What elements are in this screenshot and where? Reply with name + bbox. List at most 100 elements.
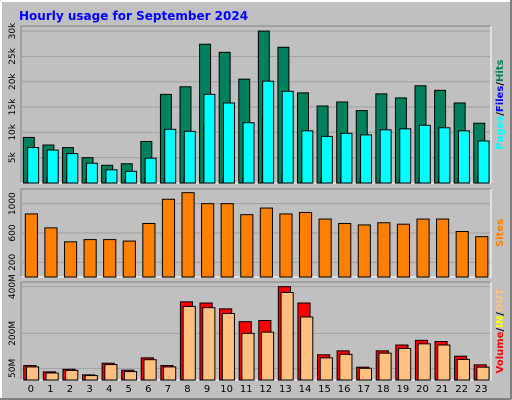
bar-sites: [24, 213, 38, 278]
bar-out: [143, 359, 157, 381]
bar-out: [319, 357, 333, 381]
x-tick-label: 20: [416, 384, 429, 395]
bar-pages: [301, 130, 314, 184]
bar-pages: [457, 130, 470, 184]
bar-sites: [181, 192, 195, 278]
x-tick-label: 13: [279, 384, 292, 395]
bar-pages: [66, 153, 79, 184]
bar-out: [202, 307, 216, 381]
bar-pages: [418, 124, 431, 184]
bar-out: [280, 292, 294, 381]
y-tick-label: 30k: [8, 22, 18, 39]
legend-separator: /: [495, 312, 506, 316]
bar-sites: [338, 222, 352, 278]
bar-sites: [416, 218, 430, 278]
x-tick-label: 3: [86, 384, 92, 395]
x-tick-label: 10: [220, 384, 233, 395]
bar-pages: [27, 147, 40, 184]
bar-pages: [222, 102, 235, 184]
bar-out: [182, 306, 196, 381]
bar-pages: [262, 80, 275, 184]
bar-pages: [85, 162, 98, 184]
y-tick-label: 1000: [8, 192, 18, 215]
bar-out: [65, 369, 79, 381]
bar-out: [45, 372, 59, 381]
bar-pages: [105, 169, 118, 184]
bar-out: [437, 344, 451, 381]
bar-sites: [63, 241, 78, 278]
bar-out: [358, 367, 373, 381]
x-tick-label: 8: [184, 384, 190, 395]
bar-sites: [201, 203, 215, 278]
bar-sites: [44, 227, 58, 278]
legend-separator: /: [495, 328, 506, 332]
bar-sites: [455, 231, 469, 278]
bar-out: [456, 358, 470, 381]
legend-volume-in-out: Volume/IN/OUT: [495, 288, 506, 373]
bar-pages: [144, 157, 157, 184]
legend-item-in: IN: [495, 316, 506, 328]
bar-sites: [436, 218, 450, 278]
legend-hits-files-pages: Pages/Files/Hits: [495, 59, 506, 149]
x-tick-label: 9: [204, 384, 210, 395]
y-tick-label: 10k: [8, 123, 18, 140]
y-tick-label: 200M: [8, 321, 18, 346]
x-tick-label: 6: [145, 384, 151, 395]
bar-pages: [360, 134, 373, 184]
bar-sites: [83, 239, 97, 278]
bar-sites: [318, 218, 332, 278]
x-tick-label: 17: [357, 384, 370, 395]
x-tick-label: 2: [67, 384, 73, 395]
x-tick-label: 21: [436, 384, 449, 395]
bar-sites: [161, 198, 176, 278]
x-tick-label: 23: [475, 384, 488, 395]
bar-out: [300, 316, 314, 381]
x-tick-label: 5: [126, 384, 132, 395]
bar-pages: [379, 129, 392, 184]
x-tick-label: 11: [240, 384, 253, 395]
x-tick-label: 1: [47, 384, 53, 395]
bar-pages: [164, 128, 177, 184]
legend-item-hits: Hits: [495, 59, 506, 82]
bar-sites: [103, 239, 117, 278]
chart-title: Hourly usage for September 2024: [19, 9, 248, 23]
x-tick-label: 18: [377, 384, 390, 395]
bar-out: [163, 366, 177, 381]
y-tick-label: 20k: [8, 73, 18, 90]
y-tick-label: 15k: [8, 98, 18, 115]
bar-sites: [122, 240, 136, 278]
bar-out: [104, 364, 118, 381]
bar-sites: [220, 203, 234, 278]
legend-item-files: Files: [495, 86, 506, 112]
y-tick-label: 400M: [8, 274, 18, 299]
x-tick-label: 0: [28, 384, 34, 395]
legend-item-sites: Sites: [495, 219, 506, 247]
chart-panel-volume-in-out: 50M 200M 400M Volume/IN/OUT: [8, 274, 506, 381]
bar-sites: [377, 222, 391, 278]
bar-pages: [399, 128, 412, 184]
y-tick-label: 5k: [8, 151, 18, 163]
bar-pages: [125, 170, 138, 184]
y-tick-label: 50M: [8, 359, 18, 378]
x-tick-label: 22: [455, 384, 468, 395]
bar-sites: [357, 224, 371, 278]
bar-out: [378, 352, 392, 381]
chart-panel-sites: 200 600 1000 Sites: [8, 188, 506, 278]
bar-sites: [240, 214, 254, 278]
bar-out: [417, 343, 431, 381]
x-tick-label: 12: [259, 384, 272, 395]
bar-out: [260, 331, 275, 381]
legend-separator: /: [495, 112, 506, 116]
bar-out: [221, 313, 235, 381]
legend-item-pages: Pages: [495, 116, 506, 150]
bar-out: [339, 353, 353, 381]
bar-pages: [477, 140, 490, 184]
x-tick-label: 4: [106, 384, 112, 395]
bar-pages: [46, 149, 59, 184]
bar-pages: [438, 127, 451, 184]
legend-separator: /: [495, 82, 506, 86]
bar-sites: [396, 223, 411, 278]
legend-sites: Sites: [495, 219, 506, 247]
